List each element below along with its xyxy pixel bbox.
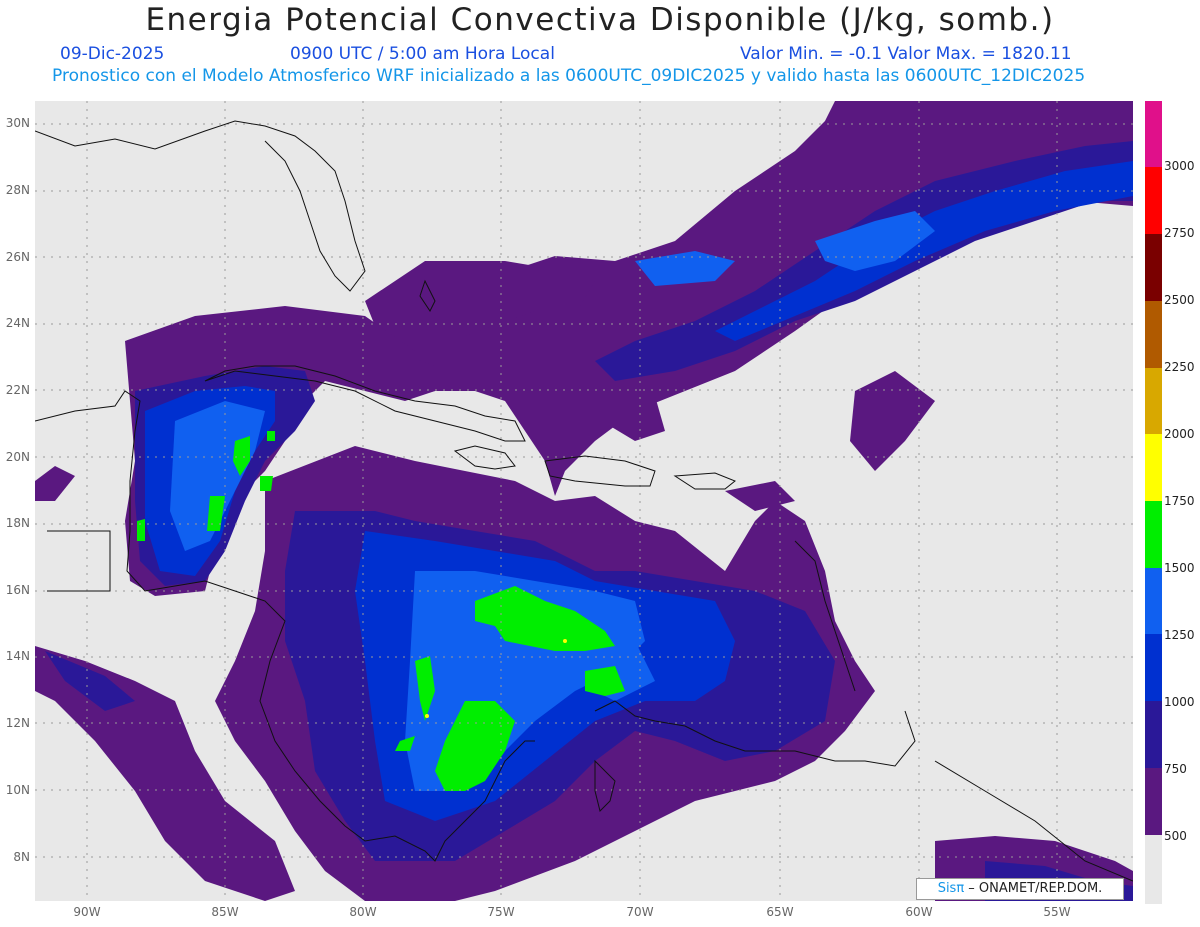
lat-label: 22N [5, 383, 30, 397]
colorbar-swatch [1145, 701, 1162, 768]
forecast-date: 09-Dic-2025 [60, 44, 165, 64]
lon-label: 60W [905, 905, 933, 919]
map-canvas [35, 101, 1133, 901]
colorbar-label: 750 [1164, 762, 1187, 776]
lon-label: 90W [73, 905, 101, 919]
colorbar-label: 2750 [1164, 226, 1195, 240]
lat-label: 28N [5, 183, 30, 197]
lat-label: 26N [5, 250, 30, 264]
cape-map [35, 101, 1133, 901]
colorbar-swatch [1145, 501, 1162, 568]
colorbar-label: 2250 [1164, 360, 1195, 374]
graticule [35, 101, 1133, 901]
colorbar-swatch [1145, 101, 1162, 167]
lat-label: 14N [5, 649, 30, 663]
cape-1500-field [137, 431, 625, 791]
lon-label: 80W [349, 905, 377, 919]
colorbar [1145, 101, 1162, 904]
model-subtitle: Pronostico con el Modelo Atmosferico WRF… [52, 66, 1086, 86]
lon-label: 70W [626, 905, 654, 919]
colorbar-label: 500 [1164, 829, 1187, 843]
colorbar-swatch [1145, 301, 1162, 368]
lat-label: 8N [13, 850, 30, 864]
lon-label: 55W [1043, 905, 1071, 919]
colorbar-label: 3000 [1164, 159, 1195, 173]
credit-box: Sisπ – ONAMET/REP.DOM. [916, 878, 1124, 900]
map-title: Energia Potencial Convectiva Disponible … [145, 2, 1055, 38]
colorbar-swatch [1145, 568, 1162, 634]
colorbar-label: 1000 [1164, 695, 1195, 709]
forecast-time: 0900 UTC / 5:00 am Hora Local [290, 44, 555, 64]
colorbar-label: 1750 [1164, 494, 1195, 508]
colorbar-swatch [1145, 634, 1162, 701]
colorbar-swatch [1145, 768, 1162, 835]
lon-label: 85W [211, 905, 239, 919]
colorbar-swatch [1145, 835, 1162, 904]
lat-label: 20N [5, 450, 30, 464]
colorbar-swatch [1145, 167, 1162, 234]
coastlines [35, 120, 1133, 882]
lon-label: 65W [766, 905, 794, 919]
credit-text: – ONAMET/REP.DOM. [964, 881, 1103, 896]
colorbar-label: 2500 [1164, 293, 1195, 307]
colorbar-label: 1250 [1164, 628, 1195, 642]
lat-label: 12N [5, 716, 30, 730]
colorbar-label: 2000 [1164, 427, 1195, 441]
lon-label: 75W [487, 905, 515, 919]
value-range: Valor Min. = -0.1 Valor Max. = 1820.11 [740, 44, 1072, 64]
colorbar-swatch [1145, 368, 1162, 434]
sispi-logo: Sisπ [937, 881, 965, 896]
colorbar-label: 1500 [1164, 561, 1195, 575]
colorbar-swatch [1145, 234, 1162, 301]
colorbar-swatch [1145, 434, 1162, 501]
lat-label: 24N [5, 316, 30, 330]
lat-label: 10N [5, 783, 30, 797]
lat-label: 18N [5, 516, 30, 530]
cape-1750-field [425, 639, 567, 718]
lat-label: 30N [5, 116, 30, 130]
lat-label: 16N [5, 583, 30, 597]
